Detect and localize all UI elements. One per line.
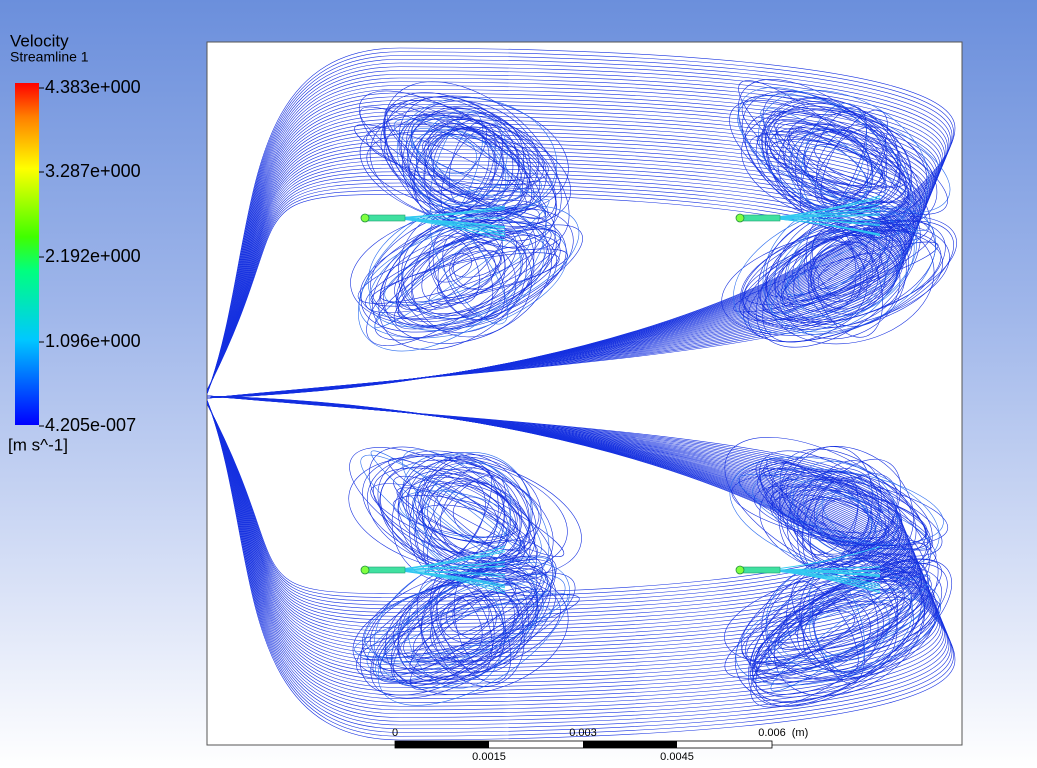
jet-nozzle xyxy=(740,215,780,221)
scale-label: 0.0045 xyxy=(660,751,694,763)
scale-bar-segment xyxy=(395,741,489,748)
legend-label: 1.096e+000 xyxy=(45,331,141,351)
jet-nozzle xyxy=(365,215,405,221)
jet-inlet xyxy=(361,214,369,222)
jet-nozzle xyxy=(740,567,780,573)
jet-inlet xyxy=(736,214,744,222)
scale-label: (m) xyxy=(792,727,809,739)
legend-label: 4.383e+000 xyxy=(45,77,141,97)
scale-label: 0.006 xyxy=(758,727,786,739)
legend-labels: 4.383e+000 3.287e+000 2.192e+000 1.096e+000… xyxy=(39,77,141,435)
legend-label: 3.287e+000 xyxy=(45,161,141,181)
legend-unit: [m s^-1] xyxy=(8,435,68,454)
jet-nozzle xyxy=(365,567,405,573)
legend-label: 2.192e+000 xyxy=(45,246,141,266)
color-bar xyxy=(15,83,39,425)
legend-subtitle: Streamline 1 xyxy=(10,49,89,65)
scale-label: 0.0015 xyxy=(472,751,506,763)
viewport: Velocity Streamline 1 4.383e+000 3.287e+0… xyxy=(0,0,1037,768)
jet-inlet xyxy=(736,566,744,574)
legend-title: Velocity xyxy=(10,31,69,50)
scene: Velocity Streamline 1 4.383e+000 3.287e+0… xyxy=(0,0,1037,768)
scale-bar-segment xyxy=(583,741,677,748)
scale-label: 0.003 xyxy=(569,727,597,739)
jet-inlet xyxy=(361,566,369,574)
legend-label: 4.205e-007 xyxy=(45,415,136,435)
scale-label: 0 xyxy=(392,727,398,739)
